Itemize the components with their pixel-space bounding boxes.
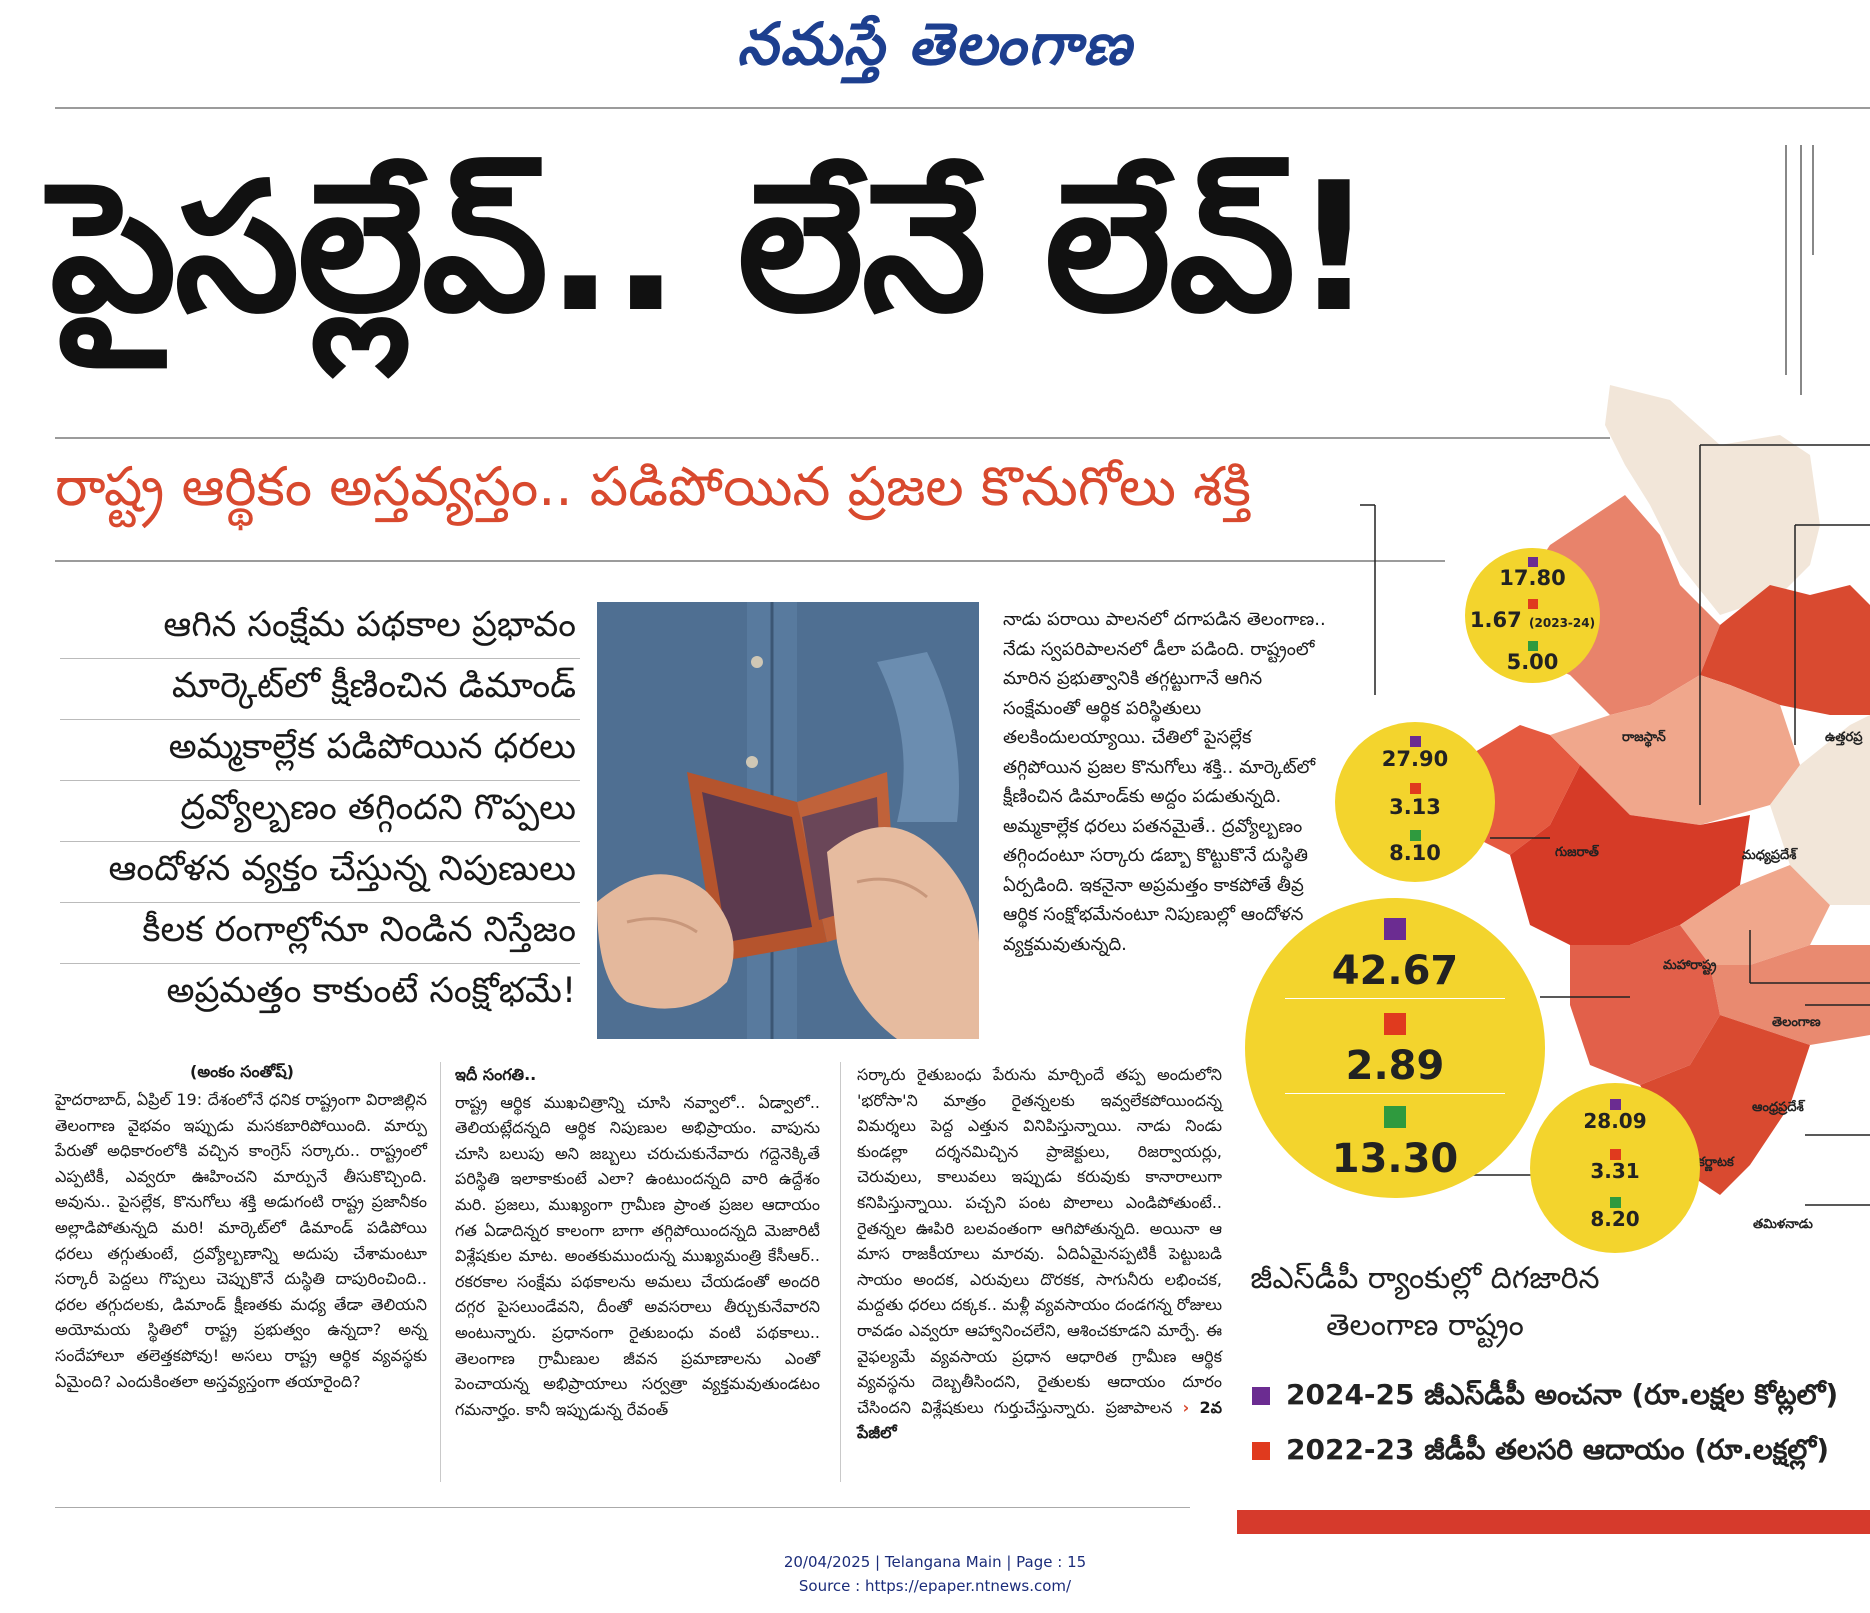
maharashtra-stats-circle: 42.67 2.89 13.30 [1245,898,1545,1198]
column-divider [840,1062,841,1482]
masthead-rule [55,107,1870,109]
state-label-tamil-nadu: తమిళనాడు [1753,1217,1813,1232]
empty-wallet-photo [597,602,979,1039]
map-karnataka [1570,925,1720,1085]
map-north [1605,385,1820,615]
rajasthan-income-note: (2023-24) [1529,616,1596,630]
column-2-title: ఇదీ సంగతి.. [455,1065,537,1084]
subheadline: రాష్ట్ర ఆర్థికం అస్తవ్యస్తం.. పడిపోయిన ప… [55,455,1251,518]
state-label-andhra-pradesh: ఆంధ్రప్రదేశ్ [1752,1100,1804,1115]
state-label-telangana: తెలంగాణ [1772,1015,1821,1030]
page-footer: 20/04/2025 | Telangana Main | Page : 15 … [0,1550,1870,1598]
arrow-decoration [1785,145,1787,375]
advertisement-strip [1237,1510,1870,1534]
key-point: మార్కెట్‌లో క్షీణించిన డిమాండ్ [60,659,580,720]
subheadline-rule [55,560,1445,562]
income-marker-icon [1609,1149,1621,1160]
key-point: ద్రవ్యోల్బణం తగ్గిందని గొప్పలు [60,781,580,842]
arrow-decoration [1812,145,1814,255]
income-marker-icon [1527,599,1538,609]
gujarat-gsdp: 27.90 [1381,747,1449,771]
byline: (అంకం సంతోష్) [190,1062,294,1081]
map-mp [1550,675,1800,825]
empty-wallet-illustration [597,602,979,1039]
map-telangana [1680,865,1830,965]
rajasthan-third-value: 5.00 [1506,650,1559,674]
gsdp-marker-icon [1409,736,1421,747]
gujarat-stats-circle: 27.90 3.13 8.10 [1335,722,1495,882]
footer-edition-line: 20/04/2025 | Telangana Main | Page : 15 [783,1553,1087,1571]
third-marker-icon [1384,1106,1406,1128]
state-label-rajasthan: రాజస్థాన్ [1622,730,1666,745]
state-label-maharashtra: మహారాష్ట్ర [1663,958,1717,973]
key-point: ఆగిన సంక్షేమ పథకాల ప్రభావం [60,598,580,659]
legend-income: 2022-23 జీడీపీ తలసరి ఆదాయం (రూ.లక్షల్లో) [1252,1433,1829,1473]
state-label-karnataka: కర్ణాటక [1698,1155,1734,1170]
column-2-text: రాష్ట్ర ఆర్థిక ముఖచిత్రాన్ని చూసి నవ్వాల… [455,1092,820,1419]
article-column-3: సర్కారు రైతుబంధు పేరును మార్చిందే తప్ప అ… [857,1062,1222,1446]
key-point: అమ్మకాల్లేక పడిపోయిన ధరలు [60,720,580,781]
arrow-decoration [1800,145,1802,395]
map-uttarpradesh [1700,585,1870,715]
rajasthan-gsdp: 17.80 [1499,566,1566,590]
state-label-uttar-pradesh: ఉత్తరప్ర [1825,730,1863,745]
income-marker-icon [1384,1013,1406,1035]
state-label-madhya-pradesh: మధ్యప్రదేశ్ [1742,848,1797,863]
karnataka-stats-circle: 28.09 3.31 8.20 [1530,1083,1700,1253]
headline: పైసల్లేవ్.. లేనే లేవ్! [50,144,1375,351]
gsdp-caption: జీఎస్‌డీపీ ర్యాంకుల్లో దిగజారిన తెలంగాణ … [1250,1261,1600,1343]
column-divider [440,1062,441,1482]
third-marker-icon [1527,641,1538,651]
bottom-rule [55,1507,1190,1508]
legend-income-label: 2022-23 జీడీపీ తలసరి ఆదాయం (రూ.లక్షల్లో) [1286,1433,1829,1466]
column-3-text: సర్కారు రైతుబంధు పేరును మార్చిందే తప్ప అ… [857,1065,1222,1417]
map-maharashtra [1510,765,1750,945]
key-point: ఆందోళన వ్యక్తం చేస్తున్న నిపుణులు [60,842,580,903]
third-marker-icon [1609,1197,1621,1208]
footer-source-line: Source : https://epaper.ntnews.com/ [798,1577,1072,1595]
karnataka-gsdp: 28.09 [1583,1109,1647,1133]
india-map [1360,385,1870,1206]
article-column-1: హైదరాబాద్, ఏప్రిల్ 19: దేశంలోనే ధనిక రాష… [55,1090,427,1391]
gsdp-marker-icon [1384,918,1406,940]
purple-square-icon [1252,1387,1270,1405]
continued-on-page: 2వ పేజీలో [857,1397,1222,1443]
map-east [1770,715,1870,905]
maharashtra-income: 2.89 [1345,1043,1445,1089]
state-label-gujarat: గుజరాత్ [1555,845,1599,860]
circle-divider [1285,1093,1505,1094]
headline-rule [55,437,1610,439]
article-column-2: ఇదీ సంగతి.. రాష్ట్ర ఆర్థిక ముఖచిత్రాన్ని… [455,1062,820,1422]
gsdp-marker-icon [1609,1099,1621,1110]
gsdp-marker-icon [1527,557,1538,567]
karnataka-income: 3.31 [1590,1159,1640,1183]
gujarat-income: 3.13 [1389,795,1441,819]
legend-gsdp-label: 2024-25 జీఎస్‌డీపీ అంచనా (రూ.లక్షల కోట్ల… [1286,1378,1839,1411]
masthead: నమస్తే తెలంగాణ [737,10,1133,78]
red-square-icon [1252,1442,1270,1460]
legend-gsdp: 2024-25 జీఎస్‌డీపీ అంచనా (రూ.లక్షల కోట్ల… [1252,1378,1838,1418]
circle-divider [1285,998,1505,999]
rajasthan-stats-circle: 17.80 1.67 (2023-24) 5.00 [1465,548,1600,683]
key-points-list: ఆగిన సంక్షేమ పథకాల ప్రభావం మార్కెట్‌లో క… [60,598,580,1024]
key-point: అప్రమత్తం కాకుంటే సంక్షోభమే! [166,971,576,1011]
key-point: కీలక రంగాల్లోనూ నిండిన నిస్తేజం [60,903,580,964]
gujarat-third-value: 8.10 [1389,841,1441,865]
maharashtra-gsdp: 42.67 [1331,948,1459,994]
third-marker-icon [1409,830,1421,841]
continuation-arrow-icon: › [1182,1397,1190,1417]
income-marker-icon [1409,783,1421,794]
maharashtra-third-value: 13.30 [1331,1136,1459,1182]
intro-paragraph: నాడు పరాయి పాలనలో దగాపడిన తెలంగాణ.. నేడు… [1003,609,1326,955]
karnataka-third-value: 8.20 [1590,1207,1640,1231]
rajasthan-income: 1.67 [1469,608,1522,632]
